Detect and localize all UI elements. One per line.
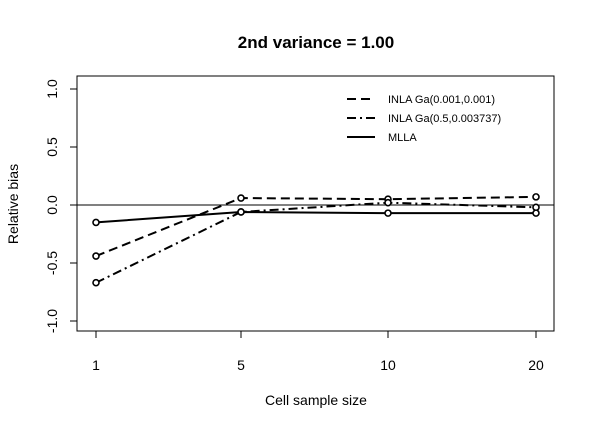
series-2-point [237,208,245,216]
x-tick-label: 20 [528,357,544,373]
series-2-point [384,209,392,217]
legend-label: MLLA [388,132,417,144]
y-tick-label: -1.0 [44,309,60,333]
series-layer [92,193,540,287]
series-0-point [237,194,245,202]
legend: INLA Ga(0.001,0.001) INLA Ga(0.5,0.003737… [347,94,501,144]
y-axis-label: Relative bias [5,164,21,244]
legend-label: INLA Ga(0.5,0.003737) [388,113,501,125]
series-line-1 [95,201,537,284]
series-1-point [92,278,100,287]
x-axis: 1 5 10 20 [92,330,544,373]
legend-label: INLA Ga(0.001,0.001) [388,94,495,106]
x-tick-label: 1 [92,357,100,373]
series-0-point [92,252,100,260]
chart-title: 2nd variance = 1.00 [238,33,394,52]
series-line-0 [95,195,537,257]
y-tick-label: 1.0 [44,79,60,99]
series-0-point [532,193,540,201]
series-2-point [92,218,100,227]
x-axis-label: Cell sample size [265,392,367,408]
x-tick-label: 10 [380,357,396,373]
y-tick-label: 0.0 [44,195,60,215]
y-tick-label: 0.5 [44,137,60,157]
series-line-2 [95,210,536,224]
series-1-point [384,198,392,207]
series-2-point [532,209,540,217]
y-axis: -1.0 -0.5 0.0 0.5 1.0 [44,79,78,333]
y-tick-label: -0.5 [44,251,60,275]
x-tick-label: 5 [237,357,245,373]
